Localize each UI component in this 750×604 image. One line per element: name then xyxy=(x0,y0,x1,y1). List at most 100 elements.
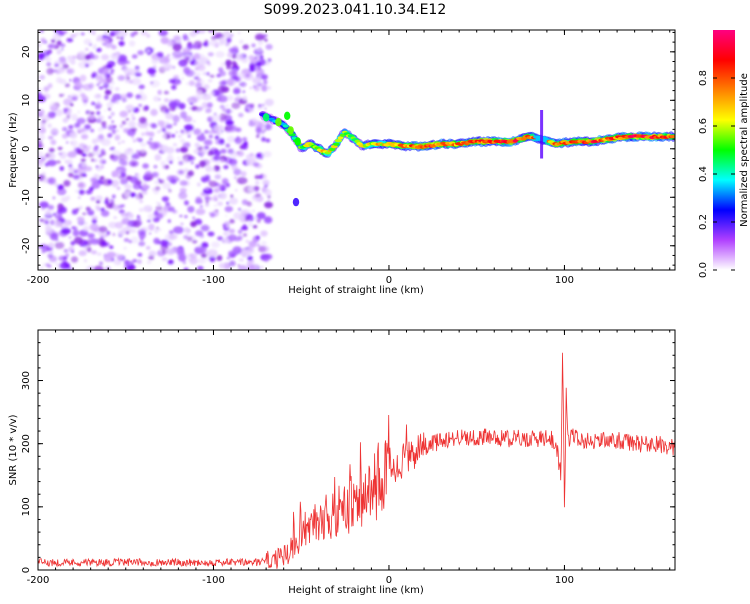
noise-blob xyxy=(74,81,83,88)
noise-blob xyxy=(85,47,89,51)
noise-blob xyxy=(93,43,97,47)
noise-blob xyxy=(200,155,203,158)
noise-blob xyxy=(118,142,121,145)
noise-blob xyxy=(148,223,155,231)
noise-blob xyxy=(193,75,198,78)
noise-blob xyxy=(166,202,170,206)
noise-blob xyxy=(182,261,186,265)
noise-blob xyxy=(77,149,84,155)
noise-blob xyxy=(238,264,248,270)
noise-blob xyxy=(261,74,268,80)
noise-blob xyxy=(68,124,74,130)
colorbar: 0.0 0.2 0.4 0.6 0.8 Normalized spectral ampl… xyxy=(698,30,750,278)
noise-blob xyxy=(226,135,236,143)
noise-blob xyxy=(131,158,134,161)
noise-blob xyxy=(127,148,132,152)
noise-blob xyxy=(123,67,130,75)
noise-blob xyxy=(207,52,214,57)
noise-blob xyxy=(154,186,161,191)
noise-blob xyxy=(177,156,181,160)
colorbar-tick-label: 0.8 xyxy=(698,70,709,86)
noise-blob xyxy=(253,48,264,56)
noise-blob xyxy=(255,61,262,67)
noise-blob xyxy=(178,102,186,110)
noise-blob xyxy=(158,30,168,37)
noise-blob xyxy=(54,182,59,187)
noise-blob xyxy=(175,131,178,134)
noise-blob xyxy=(51,209,55,212)
noise-blob xyxy=(178,191,188,200)
noise-blob xyxy=(106,230,111,236)
noise-blob xyxy=(96,83,100,86)
noise-blob xyxy=(41,119,47,124)
noise-blob xyxy=(263,216,273,224)
noise-blob xyxy=(76,128,85,134)
noise-blob xyxy=(218,262,225,269)
noise-blob xyxy=(95,195,103,202)
noise-blob xyxy=(145,246,151,250)
noise-blob xyxy=(175,148,181,153)
noise-blob xyxy=(160,160,166,166)
noise-blob xyxy=(194,61,199,65)
noise-blob xyxy=(132,259,138,263)
noise-blob xyxy=(226,65,232,70)
noise-blob xyxy=(121,155,129,162)
noise-blob xyxy=(40,37,46,44)
noise-blob xyxy=(65,253,70,258)
noise-blob xyxy=(196,134,206,142)
noise-blob xyxy=(134,173,141,178)
noise-blob xyxy=(113,259,121,266)
noise-blob xyxy=(151,123,158,129)
noise-blob xyxy=(179,187,187,193)
noise-blob xyxy=(89,177,97,183)
noise-blob xyxy=(157,178,161,181)
noise-blob xyxy=(61,133,69,139)
noise-blob xyxy=(214,92,218,95)
noise-blob xyxy=(215,51,225,58)
noise-blob xyxy=(240,226,246,231)
noise-blob xyxy=(247,222,253,227)
noise-blob xyxy=(153,237,160,245)
noise-blob xyxy=(220,62,226,67)
noise-blob xyxy=(256,212,266,220)
noise-blob xyxy=(52,256,56,261)
noise-blob xyxy=(192,216,195,220)
ridge-blob xyxy=(294,137,301,146)
noise-blob xyxy=(71,113,78,121)
noise-blob xyxy=(118,40,125,47)
noise-blob xyxy=(171,78,182,85)
noise-blob xyxy=(38,143,44,148)
noise-blob xyxy=(131,117,136,120)
colorbar-tick-label: 0.6 xyxy=(698,118,709,134)
noise-blob xyxy=(142,106,149,112)
noise-blob xyxy=(38,245,42,249)
noise-blob xyxy=(189,58,192,61)
noise-blob xyxy=(101,201,104,204)
noise-blob xyxy=(223,185,228,190)
noise-blob xyxy=(160,239,170,247)
y-tick-label: 0 xyxy=(21,567,32,573)
noise-blob xyxy=(202,72,207,76)
noise-blob xyxy=(79,229,89,237)
noise-blob xyxy=(55,70,61,75)
noise-blob xyxy=(154,229,159,234)
noise-blob xyxy=(189,31,197,37)
noise-blob xyxy=(91,181,101,189)
noise-blob xyxy=(243,233,247,237)
noise-blob xyxy=(101,54,110,61)
noise-blob xyxy=(109,245,114,249)
noise-blob xyxy=(64,83,70,88)
noise-blob xyxy=(205,108,212,114)
noise-blob xyxy=(195,196,202,203)
x-tick-label: -100 xyxy=(202,575,225,586)
noise-blob xyxy=(135,94,142,100)
noise-blob xyxy=(138,103,143,108)
noise-blob xyxy=(47,253,54,259)
noise-blob xyxy=(246,213,253,219)
noise-blob xyxy=(258,104,262,108)
noise-blob xyxy=(71,55,77,60)
noise-blob xyxy=(146,260,152,264)
snr-xlabel: Height of straight line (km) xyxy=(288,585,424,596)
noise-blob xyxy=(231,33,234,37)
